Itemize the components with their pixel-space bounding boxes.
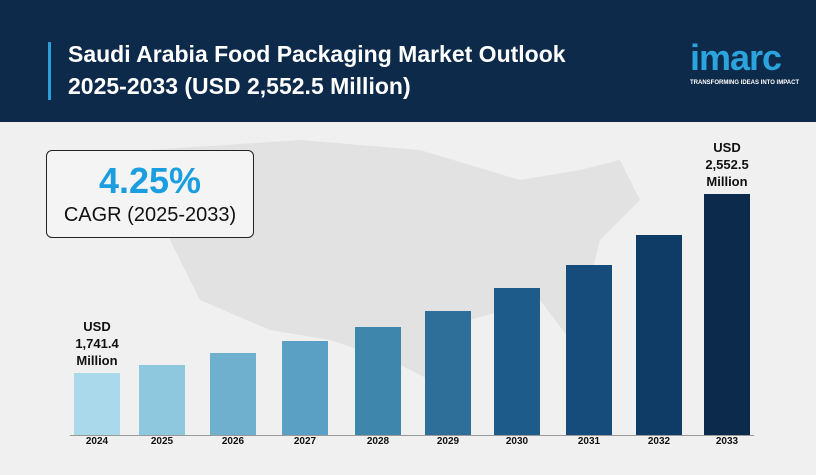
bar xyxy=(74,372,120,435)
header: Saudi Arabia Food Packaging Market Outlo… xyxy=(0,0,816,122)
x-tick-label: 2025 xyxy=(150,436,174,447)
accent xyxy=(48,42,51,100)
cagr-value: 4.25% xyxy=(98,160,202,201)
x-tick-label: 2031 xyxy=(577,436,601,447)
tagline: TRANSFORMING IDEAS INTO IMPACT xyxy=(690,80,800,86)
logo: imarc xyxy=(690,37,782,78)
x-tick-label: 2032 xyxy=(647,436,671,447)
x-tick-label: 2027 xyxy=(293,436,317,447)
title: Saudi Arabia Food Packaging Market Outlo… xyxy=(68,41,566,99)
baseline xyxy=(70,435,754,436)
bar xyxy=(704,193,750,435)
value-label: USD 1,741.4 Million xyxy=(75,318,119,368)
x-tick-label: 2029 xyxy=(436,436,460,447)
x-tick-label: 2033 xyxy=(715,436,739,447)
value-label: USD 2,552.5 Million xyxy=(705,139,749,189)
bar xyxy=(282,340,328,435)
bar xyxy=(566,264,612,435)
x-tick-label: 2030 xyxy=(505,436,529,447)
bar xyxy=(425,310,471,435)
bar xyxy=(139,364,185,435)
bar xyxy=(210,352,256,435)
bar xyxy=(636,234,682,435)
x-tick-label: 2024 xyxy=(85,436,109,447)
cagr-box: 4.25% CAGR (2025-2033) xyxy=(46,150,254,238)
bar xyxy=(355,326,401,435)
bar xyxy=(494,287,540,435)
cagr-label: CAGR (2025-2033) xyxy=(63,204,237,226)
x-tick-label: 2026 xyxy=(221,436,245,447)
x-tick-label: 2028 xyxy=(366,436,390,447)
